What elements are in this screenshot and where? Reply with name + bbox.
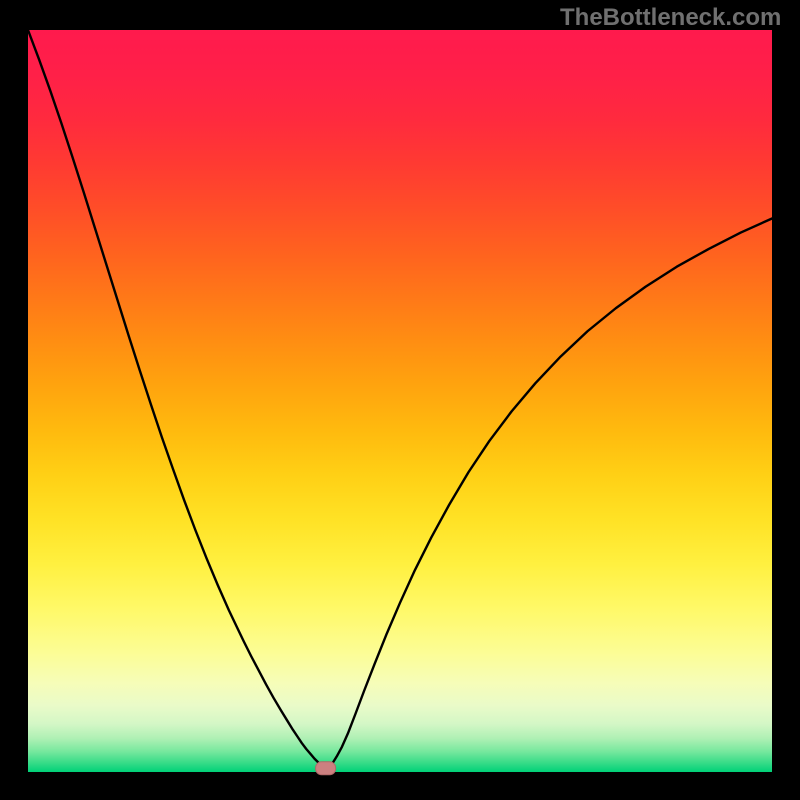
- gradient-background: [28, 30, 772, 772]
- optimum-marker: [316, 762, 336, 775]
- bottleneck-chart: [0, 0, 800, 800]
- watermark-text: TheBottleneck.com: [560, 4, 781, 32]
